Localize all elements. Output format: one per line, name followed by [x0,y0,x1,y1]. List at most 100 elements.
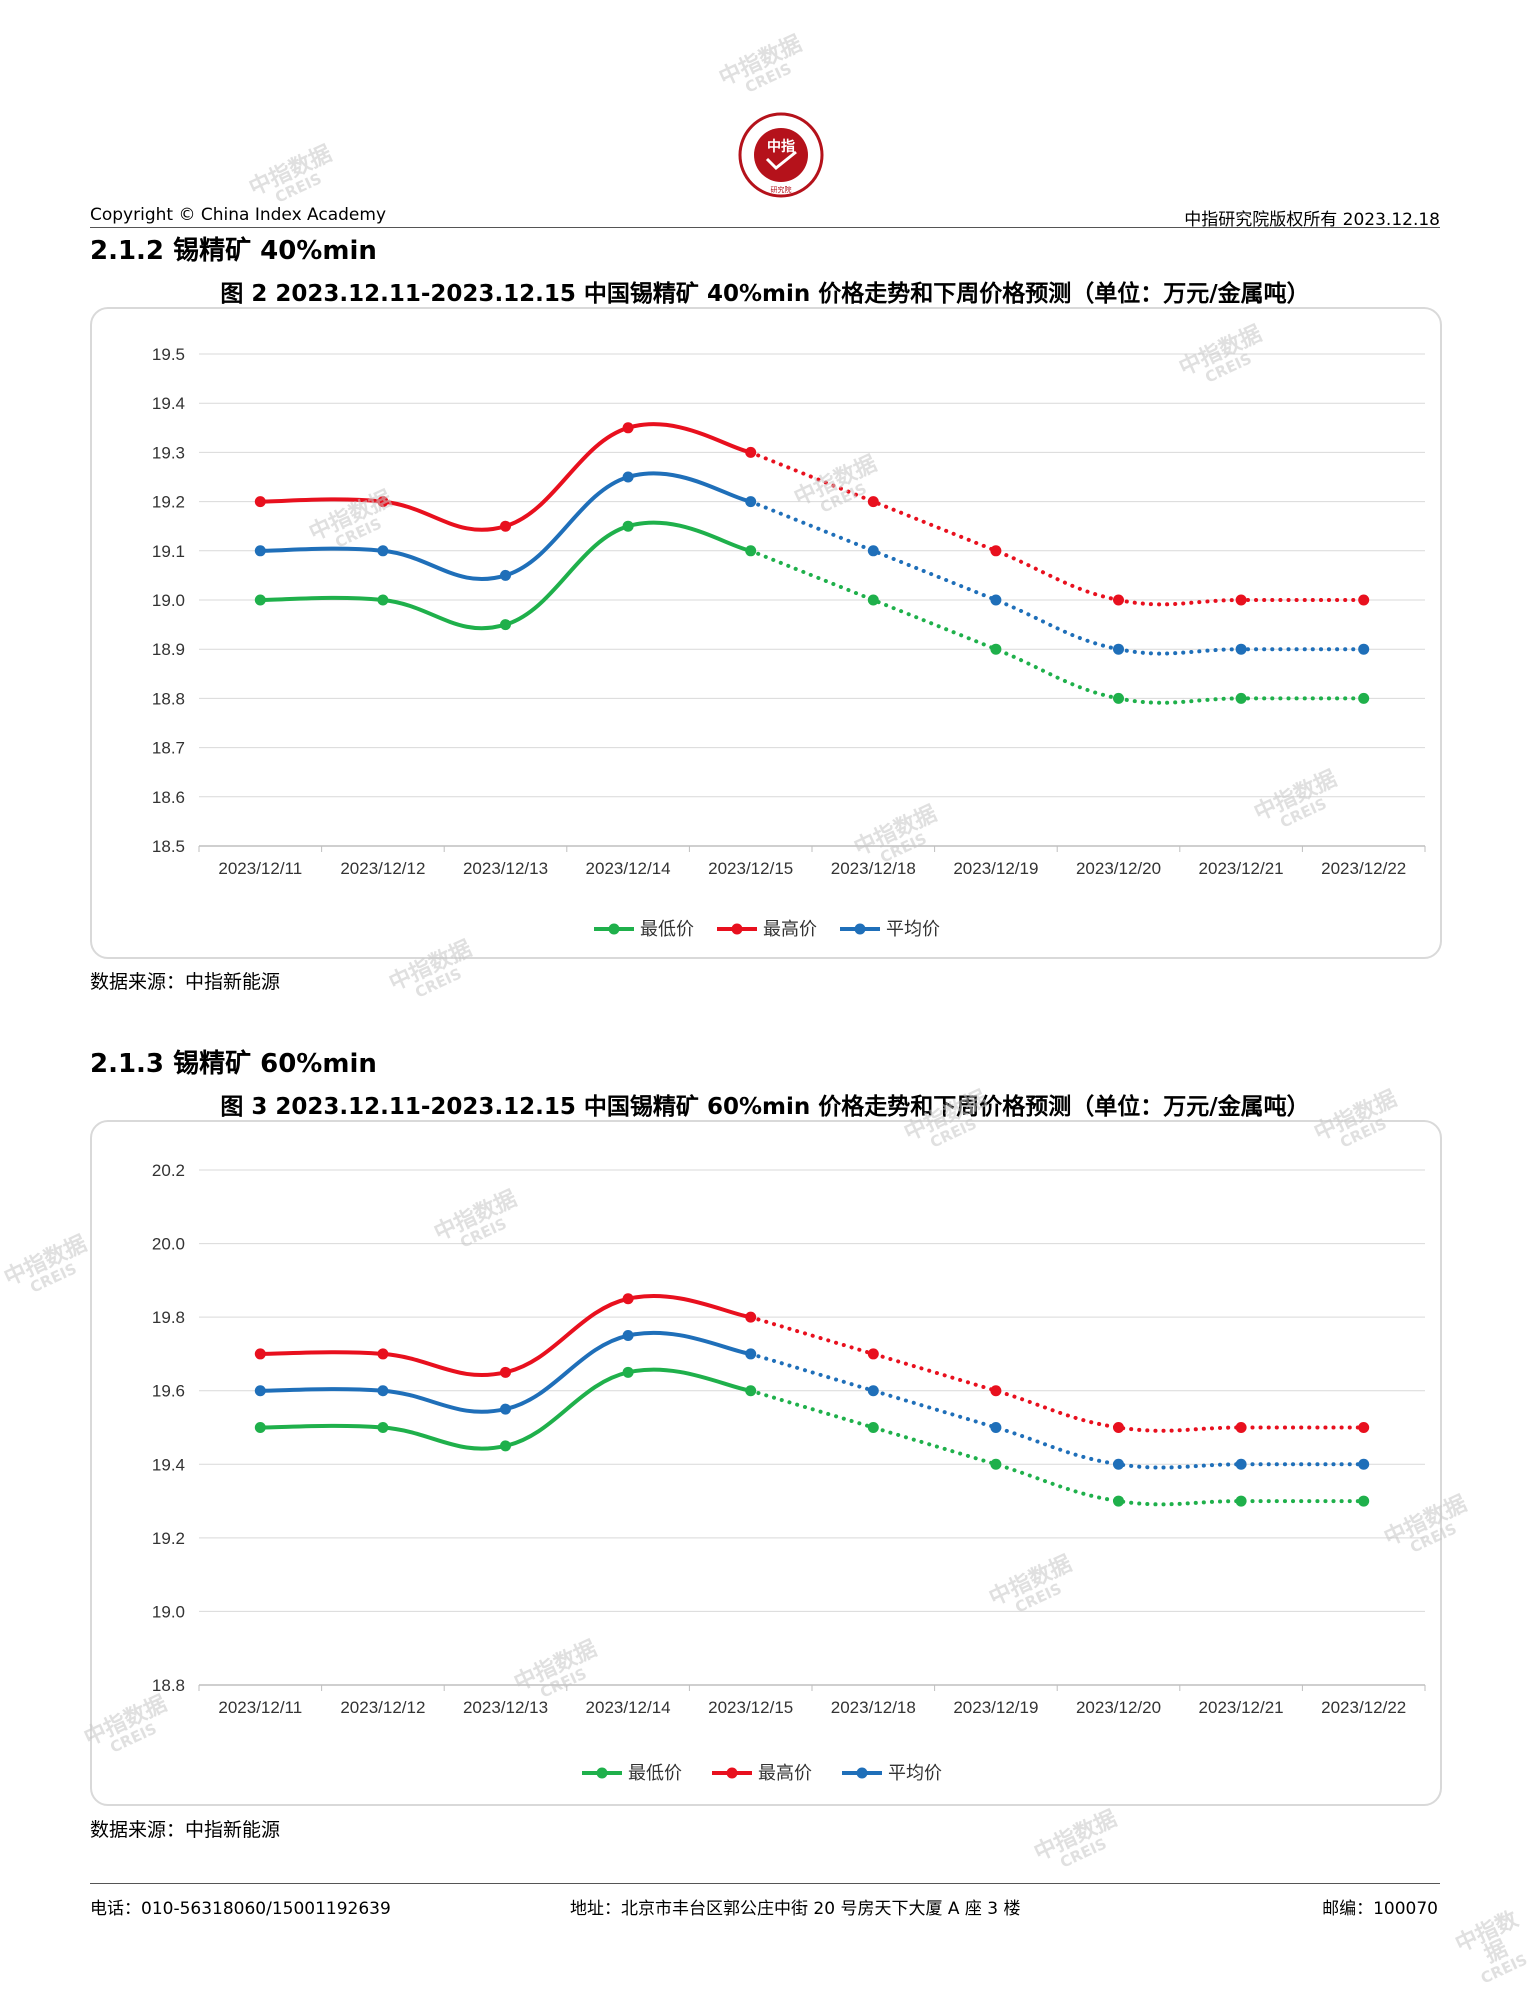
price-chart-60: 20.2 20.0 19.8 19.6 19.4 19.2 19.0 18.8 2023/12/… [152,1161,1426,1784]
china-index-academy-logo: 中指 研究院 [738,112,824,198]
legend-label: 平均价 [886,919,940,940]
chart-container-40: 19.5 19.4 19.3 19.2 19.1 19.0 18.9 18.8 18.7 18.6… [90,307,1442,959]
data-point [990,1385,1002,1397]
data-point [1358,594,1370,606]
data-point [990,1422,1002,1433]
data-point [1358,1422,1370,1433]
x-tick-label: 2023/12/15 [708,859,793,878]
series-line-forecast [748,1351,1366,1470]
data-point [1358,643,1370,655]
x-tick-label: 2023/12/20 [1076,859,1161,878]
footer-phone: 电话：010-56318060/15001192639 [90,1899,391,1919]
footer-address: 地址：北京市丰台区郭公庄中街 20 号房天下大厦 A 座 3 楼 [570,1899,1021,1919]
legend-label: 最高价 [763,919,817,940]
data-point [377,545,389,557]
data-point [500,569,511,581]
y-tick-label: 20.0 [152,1235,185,1254]
y-tick-label: 18.8 [152,1676,185,1695]
logo-sub-text: 研究院 [771,185,792,194]
data-point [1358,1495,1370,1507]
data-point [867,545,879,557]
data-point [745,1385,757,1397]
data-point [622,520,634,532]
series-line-forecast [748,1388,1366,1507]
y-tick-label: 19.5 [152,345,185,364]
section-heading-40: 2.1.2 锡精矿 40%min [90,236,377,266]
data-point [990,1458,1002,1470]
data-point [377,1385,389,1397]
data-point [1235,1495,1247,1507]
data-point [377,594,389,606]
data-point [990,545,1002,557]
figure-title-40: 图 2 2023.12.11-2023.12.15 中国锡精矿 40%min 价… [220,281,1310,307]
data-point [745,1348,757,1360]
legend-label: 最高价 [758,1763,812,1784]
data-point [254,1385,266,1397]
data-point [867,496,879,508]
data-point [1235,594,1247,606]
data-point [377,1348,389,1360]
x-tick-label: 2023/12/21 [1199,1698,1284,1717]
y-tick-label: 18.6 [152,788,185,807]
y-tick-label: 18.8 [152,689,185,708]
series-line-forecast [748,499,1366,656]
x-tick-label: 2023/12/14 [586,859,671,878]
data-point [377,496,389,508]
data-point [1235,1422,1247,1433]
series-line-forecast [748,450,1366,607]
header-divider [90,227,1440,228]
legend-marker [596,1767,608,1779]
data-point [867,1422,879,1433]
series-line-forecast [748,548,1366,705]
watermark: 中指数据 CREIS [1451,1907,1530,1988]
x-tick-label: 2023/12/11 [218,859,302,878]
x-tick-label: 2023/12/22 [1321,1698,1406,1717]
data-point [867,1385,879,1397]
data-point [377,1422,389,1433]
data-point [622,471,634,483]
data-point [1235,692,1247,704]
x-tick-label: 2023/12/13 [463,1698,548,1717]
x-tick-label: 2023/12/19 [953,1698,1038,1717]
data-point [254,1422,266,1433]
x-tick-label: 2023/12/13 [463,859,548,878]
series-line-forecast [748,1315,1366,1433]
y-tick-label: 18.9 [152,640,185,659]
data-point [254,496,266,508]
y-tick-label: 19.0 [152,1602,185,1621]
watermark: 中指数据 CREIS [1030,1806,1121,1872]
data-point [990,643,1002,655]
x-tick-label: 2023/12/19 [953,859,1038,878]
data-point [622,1293,634,1305]
data-point [500,1440,511,1452]
footer-divider [90,1883,1440,1884]
data-point [990,594,1002,606]
data-point [1235,643,1247,655]
legend-label: 最低价 [628,1763,682,1784]
legend-marker [608,923,620,935]
y-tick-label: 19.2 [152,1529,185,1548]
x-tick-label: 2023/12/18 [831,859,916,878]
section-heading-60: 2.1.3 锡精矿 60%min [90,1049,377,1079]
y-tick-label: 19.1 [152,542,185,561]
x-tick-label: 2023/12/21 [1199,859,1284,878]
data-point [1358,692,1370,704]
data-point [622,422,634,434]
data-point [622,1330,634,1342]
legend-marker [854,923,866,935]
data-point [745,1311,757,1323]
x-tick-label: 2023/12/18 [831,1698,916,1717]
chart-container-60: 20.2 20.0 19.8 19.6 19.4 19.2 19.0 18.8 2023/12/… [90,1120,1442,1806]
data-point [745,545,757,557]
watermark: 中指数据 CREIS [0,1231,91,1297]
x-tick-label: 2023/12/22 [1321,859,1406,878]
data-point [1358,1458,1370,1470]
data-point [1113,1458,1124,1470]
data-point [745,496,757,508]
data-point [1113,594,1124,606]
data-point [254,1348,266,1360]
y-tick-label: 18.7 [152,739,185,758]
data-point [500,520,511,532]
watermark: 中指数据 CREIS [245,141,336,207]
legend-marker [731,923,743,935]
